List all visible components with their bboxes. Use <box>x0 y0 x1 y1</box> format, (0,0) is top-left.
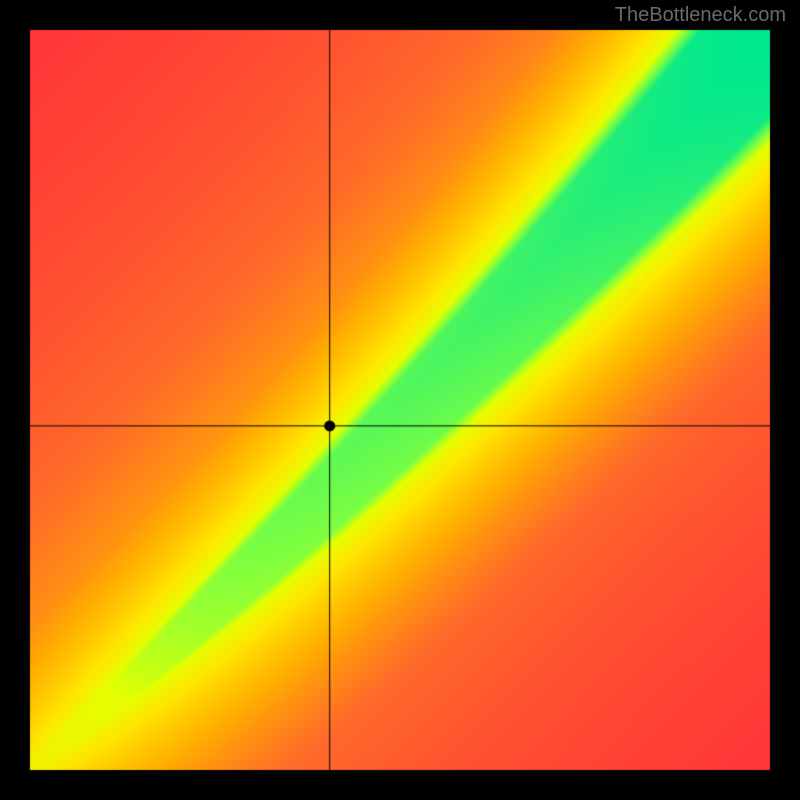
chart-container: TheBottleneck.com <box>0 0 800 800</box>
heatmap-canvas <box>0 0 800 800</box>
attribution-text: TheBottleneck.com <box>615 4 786 27</box>
